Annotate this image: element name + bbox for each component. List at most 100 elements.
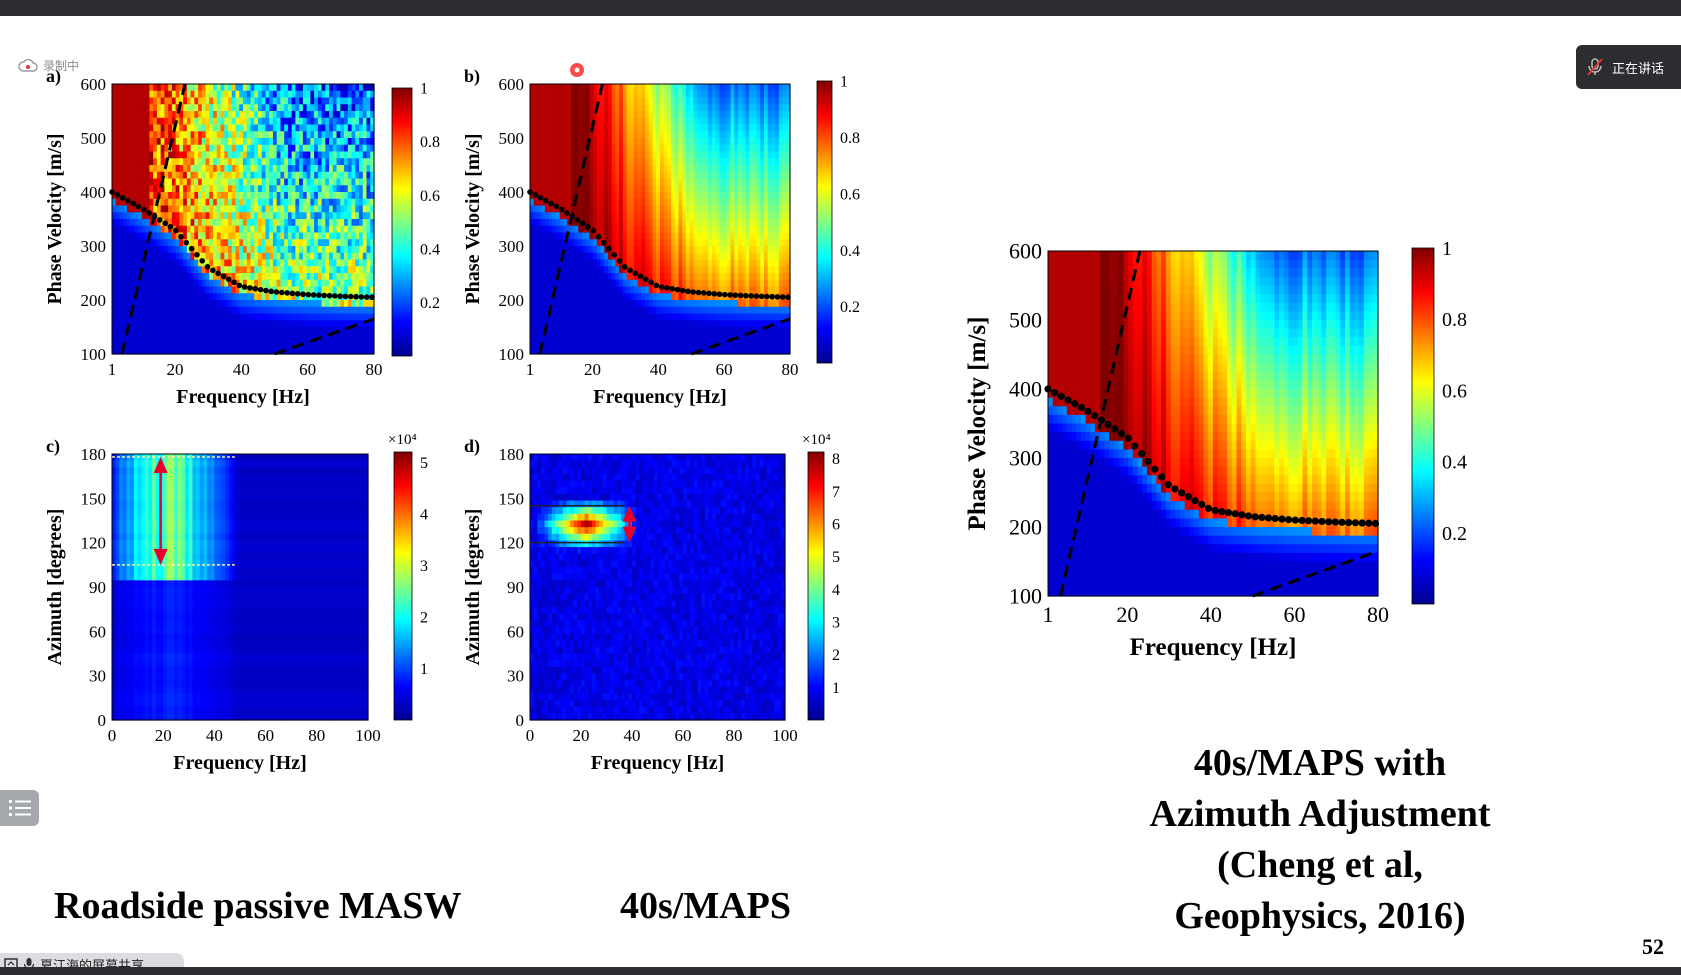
picked-point	[1251, 513, 1259, 521]
dashed-line-steep-e	[1059, 250, 1142, 597]
y-tick-label-b: 400	[499, 183, 525, 202]
picked-point	[653, 282, 660, 289]
picked-point	[648, 279, 654, 286]
picked-point	[109, 189, 115, 195]
colorbar-tick-a: 0.4	[420, 241, 440, 258]
picked-point	[600, 239, 607, 246]
x-axis-label-b: Frequency [Hz]	[593, 386, 727, 408]
dashed-line-shallow-e	[1252, 549, 1379, 598]
picked-point	[658, 284, 665, 290]
picked-point	[590, 227, 596, 234]
y-axis-label-a: Phase Velocity [m/s]	[44, 133, 66, 304]
picked-point	[585, 223, 591, 230]
colorbar-e	[1411, 247, 1435, 605]
picked-point	[542, 197, 549, 204]
picked-point	[716, 291, 723, 298]
picked-point	[1077, 403, 1086, 411]
colorbar-tick-b: 0.6	[840, 186, 860, 203]
colorbar-tick-d: 1	[832, 680, 840, 697]
panel-label-b: b)	[464, 66, 480, 87]
picked-point	[758, 293, 765, 300]
x-tick-label-d: 40	[624, 726, 641, 745]
x-tick-label-a: 1	[108, 360, 117, 379]
picked-point	[1218, 507, 1226, 516]
panel-label-d: d)	[464, 436, 480, 457]
y-tick-label-b: 500	[499, 129, 525, 148]
y-tick-label-a: 300	[81, 237, 107, 256]
picked-point	[1131, 442, 1139, 450]
y-tick-label-c: 150	[81, 489, 107, 508]
panel-d: 0 20 40 60 80 100 0 30 60 90 120 150 180 Frequency [H…	[462, 432, 840, 774]
x-tick-label-c: 60	[257, 726, 274, 745]
colorbar-tick-a: 0.2	[420, 295, 440, 312]
picked-point	[1171, 485, 1179, 493]
picked-point	[247, 285, 253, 291]
picked-point	[1318, 517, 1326, 526]
picked-point	[1244, 512, 1253, 520]
x-tick-label-a: 60	[299, 360, 316, 379]
y-tick-label-d: 120	[499, 534, 525, 553]
picked-point	[1231, 510, 1239, 518]
colorbar-multiplier-d: ×10⁴	[802, 432, 831, 448]
x-tick-label-d: 0	[526, 726, 535, 745]
colorbar-tick-d: 3	[832, 615, 840, 632]
caption-line-1: 40s/MAPS with	[1193, 742, 1447, 784]
picked-point	[732, 292, 739, 298]
picked-point	[1104, 421, 1112, 429]
picked-point	[743, 292, 749, 299]
colorbar-tick-c: 1	[420, 661, 428, 678]
picked-point	[1325, 518, 1333, 526]
panel-label-c: c)	[46, 436, 60, 457]
picked-point	[722, 291, 728, 298]
picked-point	[273, 289, 280, 295]
picked-point	[1184, 493, 1192, 501]
x-tick-label-c: 80	[308, 726, 325, 745]
panel-a: 1 20 40 60 80 100 200 300 400 500 600 Frequency [Hz…	[44, 66, 440, 408]
picked-point	[695, 289, 702, 296]
picked-point	[1057, 392, 1065, 400]
picked-point	[537, 194, 544, 201]
picked-point	[632, 270, 639, 277]
colorbar-tick-d: 7	[832, 484, 840, 501]
picked-point	[162, 220, 168, 227]
picked-point	[284, 290, 290, 296]
x-tick-label-e: 1	[1043, 602, 1054, 627]
y-tick-label-c: 60	[89, 622, 106, 641]
picked-point	[130, 200, 137, 207]
picked-point	[1111, 425, 1119, 433]
picked-point	[1191, 496, 1199, 505]
picked-point	[1224, 509, 1233, 517]
azimuth-arrow-down-c	[153, 548, 168, 565]
list-icon	[8, 800, 31, 816]
x-tick-label-d: 80	[726, 726, 743, 745]
x-axis-label-c: Frequency [Hz]	[173, 752, 307, 774]
colorbar-tick-e: 0.6	[1442, 380, 1467, 402]
picked-point	[611, 251, 618, 258]
picked-point	[1331, 518, 1339, 526]
picked-point	[748, 293, 754, 299]
picked-point	[321, 292, 328, 299]
x-tick-label-e: 80	[1367, 602, 1389, 627]
y-tick-label-a: 600	[81, 75, 107, 94]
picked-point	[564, 210, 570, 216]
picked-point	[774, 294, 781, 300]
colorbar-tick-b: 0.4	[840, 243, 860, 260]
colorbar-tick-a: 1	[420, 81, 428, 98]
heatmap-c	[112, 454, 369, 721]
x-tick-label-d: 20	[573, 726, 590, 745]
picked-point	[363, 294, 370, 300]
picked-point	[616, 257, 623, 264]
y-tick-label-b: 600	[499, 75, 525, 94]
picked-point	[1164, 481, 1172, 489]
picked-point	[231, 279, 237, 286]
panel-e: 1 20 40 60 80 100 200 300 400 500 600 Frequency [Hz…	[964, 238, 1467, 661]
picked-point	[706, 290, 712, 297]
speaker-label: 正在讲话	[1612, 61, 1665, 77]
list-menu-button[interactable]	[0, 790, 39, 826]
picked-point	[300, 291, 306, 298]
speaker-indicator[interactable]: 正在讲话	[1576, 45, 1681, 89]
picked-point	[1124, 434, 1132, 442]
picked-point	[294, 290, 301, 297]
colorbar-tick-c: 3	[420, 558, 428, 575]
y-tick-label-e: 200	[1009, 515, 1042, 540]
